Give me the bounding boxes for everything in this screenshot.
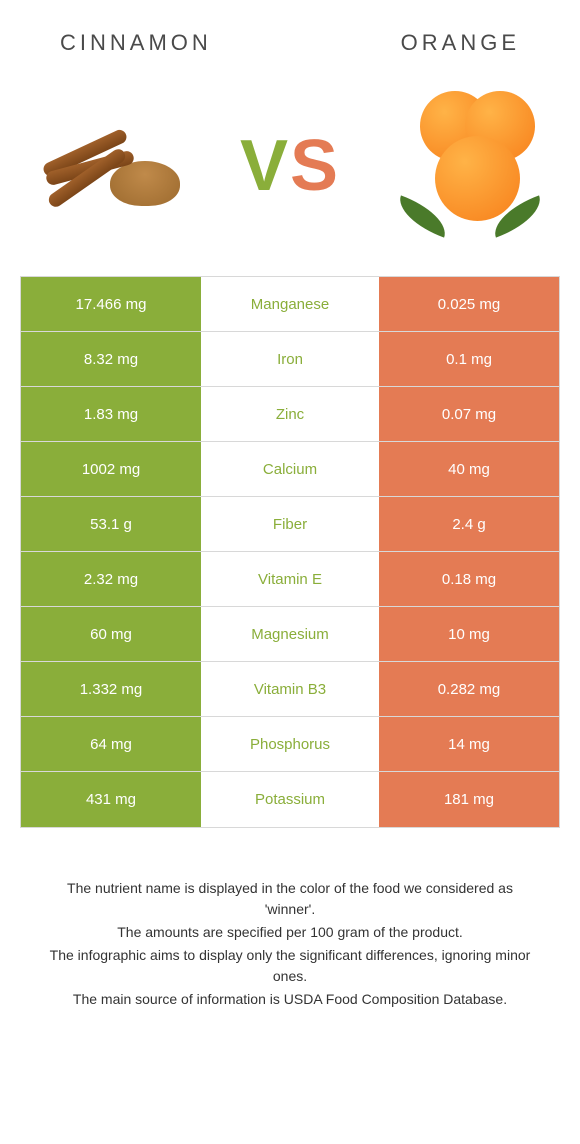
nutrient-name: Vitamin B3 <box>201 662 379 716</box>
table-row: 1.83 mgZinc0.07 mg <box>21 387 559 442</box>
nutrient-name: Potassium <box>201 772 379 827</box>
nutrient-name: Magnesium <box>201 607 379 661</box>
left-value: 2.32 mg <box>21 552 201 606</box>
right-value: 0.025 mg <box>379 277 559 331</box>
nutrient-name: Phosphorus <box>201 717 379 771</box>
right-food-title: Orange <box>401 30 520 56</box>
left-value: 1.332 mg <box>21 662 201 716</box>
nutrient-name: Iron <box>201 332 379 386</box>
right-value: 0.18 mg <box>379 552 559 606</box>
right-value: 2.4 g <box>379 497 559 551</box>
right-value: 0.1 mg <box>379 332 559 386</box>
header: Cinnamon Orange <box>0 0 580 66</box>
left-value: 60 mg <box>21 607 201 661</box>
nutrient-name: Manganese <box>201 277 379 331</box>
vs-row: VS <box>0 66 580 276</box>
nutrient-name: Vitamin E <box>201 552 379 606</box>
right-value: 0.07 mg <box>379 387 559 441</box>
left-value: 17.466 mg <box>21 277 201 331</box>
orange-image <box>390 86 550 246</box>
right-value: 181 mg <box>379 772 559 827</box>
table-row: 1.332 mgVitamin B30.282 mg <box>21 662 559 717</box>
right-value: 10 mg <box>379 607 559 661</box>
nutrient-name: Calcium <box>201 442 379 496</box>
nutrient-name: Fiber <box>201 497 379 551</box>
table-row: 1002 mgCalcium40 mg <box>21 442 559 497</box>
left-value: 64 mg <box>21 717 201 771</box>
footer-line-1: The nutrient name is displayed in the co… <box>40 878 540 920</box>
table-row: 60 mgMagnesium10 mg <box>21 607 559 662</box>
left-food-title: Cinnamon <box>60 30 212 56</box>
left-value: 53.1 g <box>21 497 201 551</box>
left-value: 8.32 mg <box>21 332 201 386</box>
vs-v-letter: V <box>240 125 290 207</box>
vs-label: VS <box>240 125 340 207</box>
footer-line-3: The infographic aims to display only the… <box>40 945 540 987</box>
table-row: 53.1 gFiber2.4 g <box>21 497 559 552</box>
vs-s-letter: S <box>290 125 340 207</box>
footer-line-4: The main source of information is USDA F… <box>40 989 540 1010</box>
table-row: 64 mgPhosphorus14 mg <box>21 717 559 772</box>
right-value: 14 mg <box>379 717 559 771</box>
footer-notes: The nutrient name is displayed in the co… <box>0 828 580 1010</box>
cinnamon-image <box>30 86 190 246</box>
right-value: 0.282 mg <box>379 662 559 716</box>
table-row: 2.32 mgVitamin E0.18 mg <box>21 552 559 607</box>
table-row: 431 mgPotassium181 mg <box>21 772 559 827</box>
left-value: 431 mg <box>21 772 201 827</box>
left-value: 1.83 mg <box>21 387 201 441</box>
right-value: 40 mg <box>379 442 559 496</box>
nutrient-name: Zinc <box>201 387 379 441</box>
footer-line-2: The amounts are specified per 100 gram o… <box>40 922 540 943</box>
left-value: 1002 mg <box>21 442 201 496</box>
table-row: 17.466 mgManganese0.025 mg <box>21 277 559 332</box>
table-row: 8.32 mgIron0.1 mg <box>21 332 559 387</box>
nutrient-table: 17.466 mgManganese0.025 mg8.32 mgIron0.1… <box>20 276 560 828</box>
